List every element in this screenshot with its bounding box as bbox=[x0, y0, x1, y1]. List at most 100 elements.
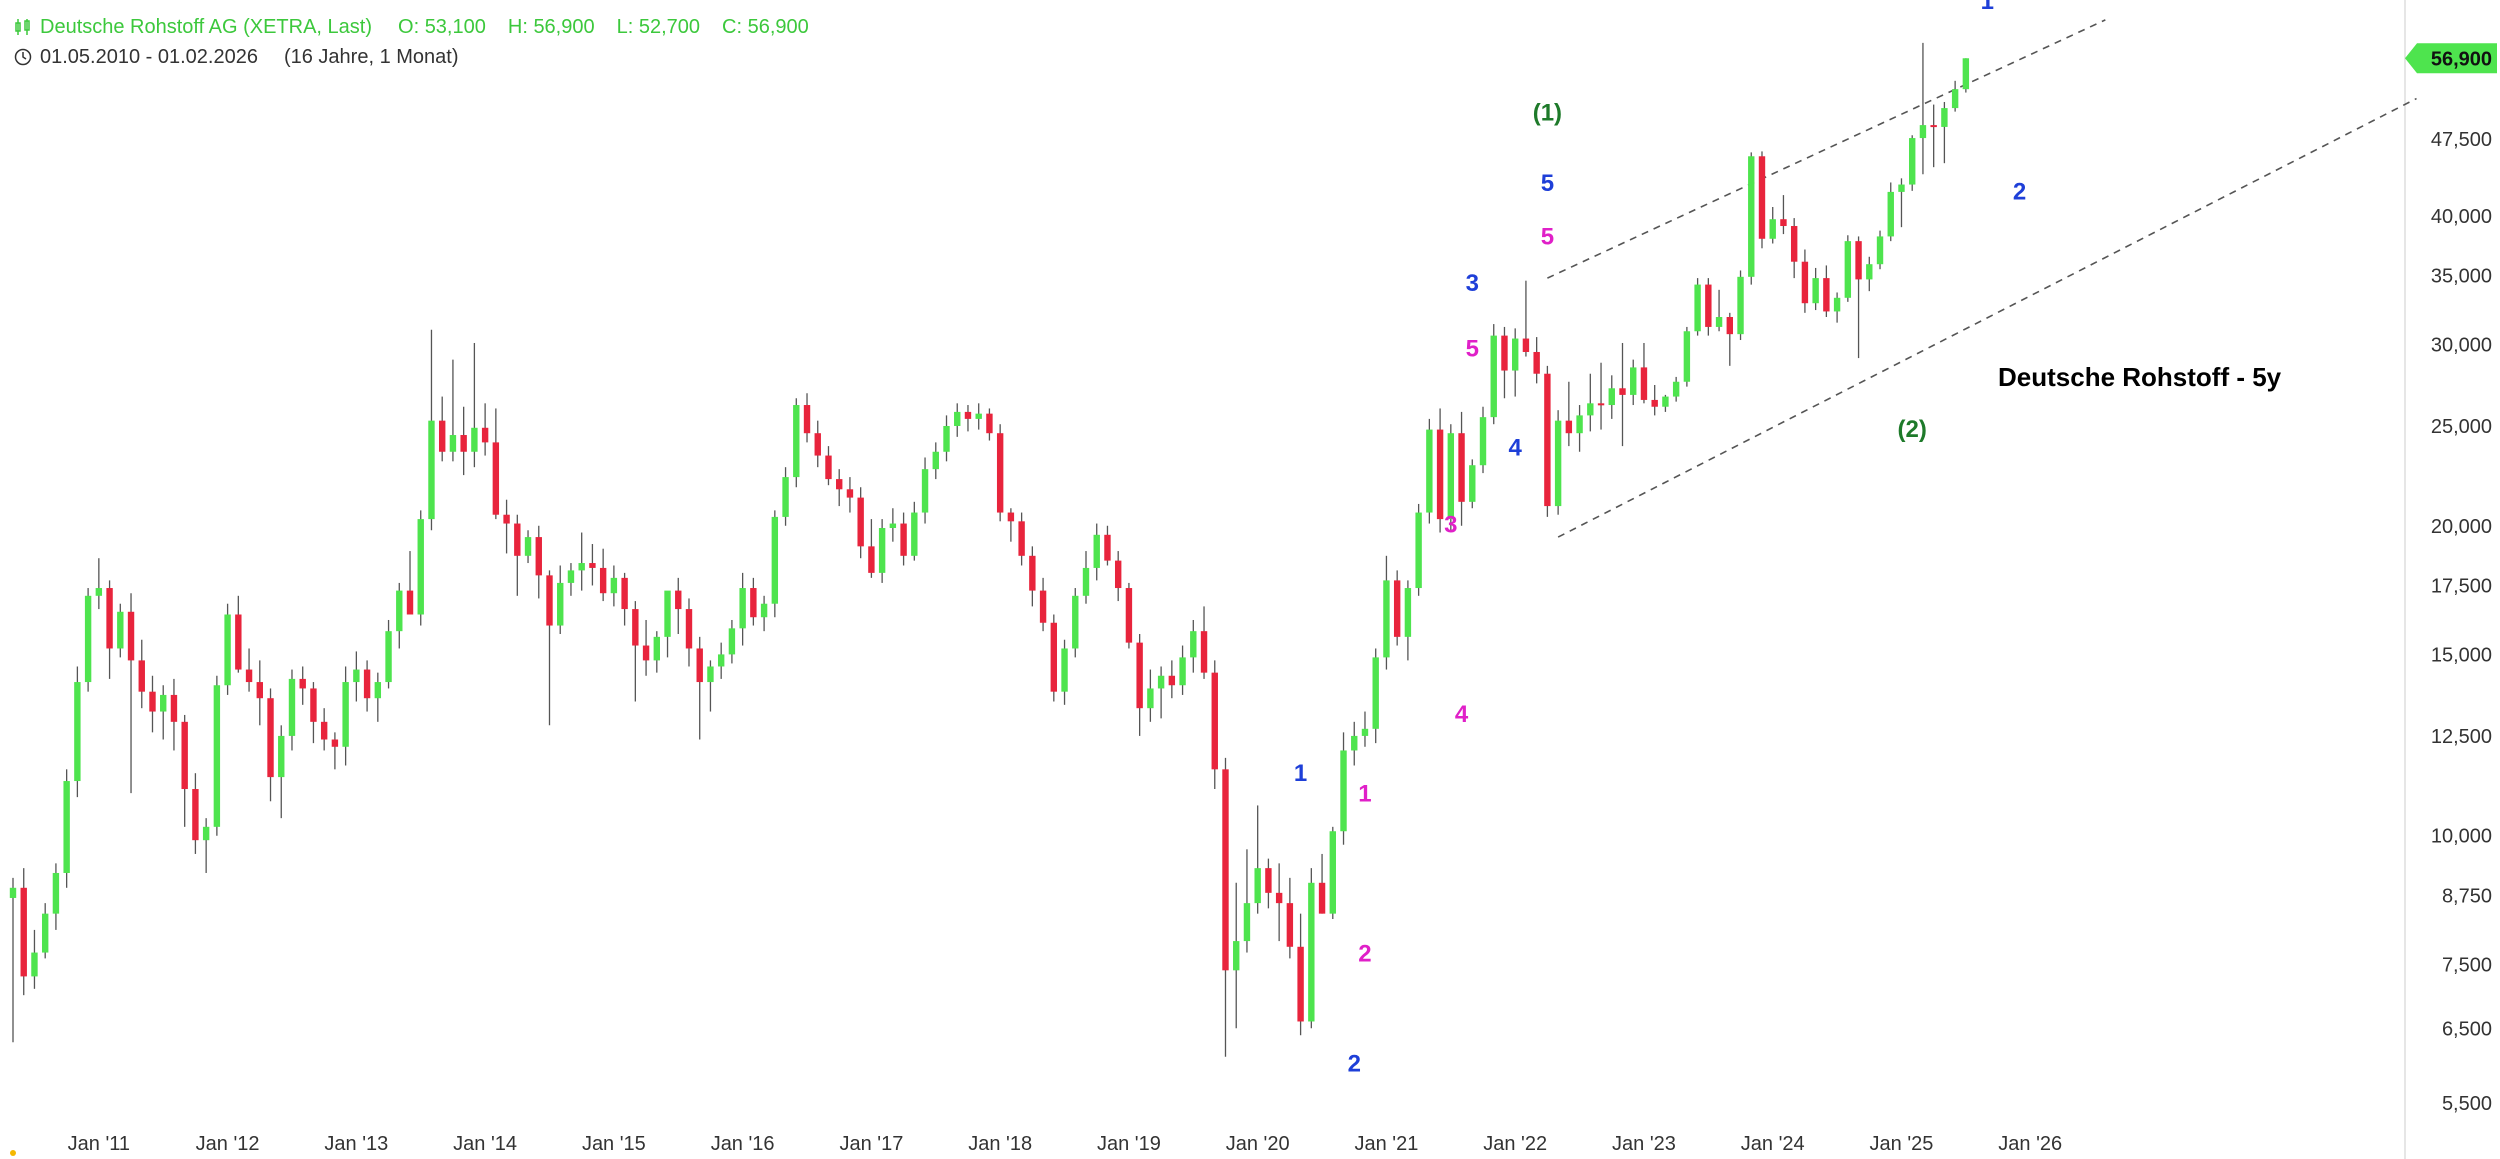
candle-body bbox=[900, 523, 907, 556]
candle-body bbox=[460, 435, 467, 452]
candle-body bbox=[1790, 226, 1798, 262]
candle-body bbox=[235, 614, 242, 670]
candle bbox=[1651, 385, 1658, 416]
candle-body bbox=[481, 427, 489, 443]
candle bbox=[825, 446, 832, 486]
candle bbox=[1007, 508, 1015, 542]
candle-body bbox=[846, 489, 854, 498]
candle bbox=[1533, 337, 1540, 384]
wave-label: 1 bbox=[1358, 780, 1371, 807]
candle bbox=[1683, 326, 1691, 387]
candle-body bbox=[1318, 882, 1326, 914]
candle bbox=[986, 408, 993, 441]
candle bbox=[685, 598, 693, 667]
candle-body bbox=[1662, 396, 1669, 407]
candle bbox=[1597, 362, 1605, 430]
candle bbox=[160, 685, 167, 740]
candle-body bbox=[664, 590, 671, 637]
candle bbox=[353, 651, 360, 702]
candle bbox=[192, 773, 199, 854]
candle-body bbox=[1941, 108, 1948, 127]
candle bbox=[1576, 405, 1583, 452]
candle-body bbox=[385, 631, 392, 683]
candle bbox=[1898, 178, 1905, 228]
x-tick-label: Jan '24 bbox=[1741, 1133, 1805, 1155]
instrument-name: Deutsche Rohstoff AG (XETRA, Last) bbox=[40, 16, 372, 38]
candle-body bbox=[363, 669, 371, 699]
chart-header: Deutsche Rohstoff AG (XETRA, Last) O: 53… bbox=[14, 12, 823, 72]
candle-body bbox=[642, 645, 650, 661]
candle bbox=[1512, 328, 1519, 397]
candle-body bbox=[192, 789, 199, 841]
candle-body bbox=[138, 660, 145, 692]
candle bbox=[1222, 757, 1229, 1057]
candle-body bbox=[685, 609, 693, 649]
candle-body bbox=[1565, 420, 1573, 434]
candle bbox=[1233, 882, 1240, 1029]
candle bbox=[1308, 868, 1315, 1029]
price-tag-shape bbox=[2405, 43, 2497, 74]
x-tick-label: Jan '11 bbox=[68, 1133, 130, 1155]
candle bbox=[1705, 278, 1712, 336]
candle bbox=[1823, 265, 1830, 318]
wave-label: 4 bbox=[1509, 435, 1523, 462]
candle-body bbox=[1104, 534, 1111, 561]
candle-body bbox=[9, 887, 17, 898]
candle bbox=[1436, 408, 1444, 533]
candle bbox=[535, 525, 542, 599]
candle bbox=[1383, 555, 1390, 670]
candle-body bbox=[1029, 555, 1036, 591]
candle-body bbox=[1125, 588, 1133, 643]
candle bbox=[642, 619, 650, 676]
candle bbox=[707, 660, 714, 712]
candle bbox=[1662, 394, 1669, 412]
candle bbox=[1801, 249, 1809, 313]
candle-body bbox=[288, 678, 296, 736]
candle-body bbox=[1823, 278, 1830, 312]
candle bbox=[1029, 546, 1036, 607]
candle bbox=[803, 393, 811, 443]
candle-body bbox=[1705, 284, 1712, 327]
candle-body bbox=[1630, 367, 1637, 395]
candle bbox=[1630, 359, 1637, 406]
candle bbox=[278, 725, 285, 819]
candle bbox=[621, 572, 628, 626]
candle bbox=[1318, 853, 1326, 914]
candle bbox=[996, 424, 1004, 522]
ohlc-high: H: 56,900 bbox=[507, 16, 595, 38]
candle bbox=[1018, 512, 1025, 566]
candle bbox=[1748, 152, 1755, 285]
candle-body bbox=[1447, 433, 1455, 520]
candle-body bbox=[610, 577, 618, 594]
candle-body bbox=[1404, 588, 1412, 637]
candle-body bbox=[524, 537, 532, 556]
candle-body bbox=[181, 721, 188, 790]
candle bbox=[449, 359, 457, 462]
candle-body bbox=[1898, 184, 1905, 192]
candle bbox=[1587, 373, 1594, 432]
candle bbox=[406, 551, 414, 615]
candle bbox=[846, 477, 854, 513]
candle-body bbox=[406, 590, 414, 615]
candle bbox=[256, 660, 263, 726]
candle bbox=[739, 572, 746, 646]
status-dot bbox=[10, 1150, 16, 1156]
candle-body bbox=[1919, 125, 1927, 139]
wave-label: (2) bbox=[1898, 416, 1927, 443]
candle bbox=[1340, 732, 1347, 845]
candle-body bbox=[428, 420, 435, 520]
candle-body bbox=[1093, 534, 1100, 568]
candle bbox=[503, 499, 510, 554]
candle-body bbox=[1329, 831, 1336, 914]
wave-label: 1 bbox=[1294, 760, 1307, 787]
candle-body bbox=[1372, 657, 1379, 729]
candle bbox=[1211, 660, 1218, 790]
candle-body bbox=[599, 567, 607, 594]
candle-body bbox=[117, 611, 124, 649]
candle-body bbox=[1383, 580, 1390, 658]
candle-body bbox=[996, 433, 1004, 513]
candle-body bbox=[1554, 420, 1562, 507]
candle-body bbox=[1501, 335, 1508, 371]
candle bbox=[1909, 135, 1916, 191]
